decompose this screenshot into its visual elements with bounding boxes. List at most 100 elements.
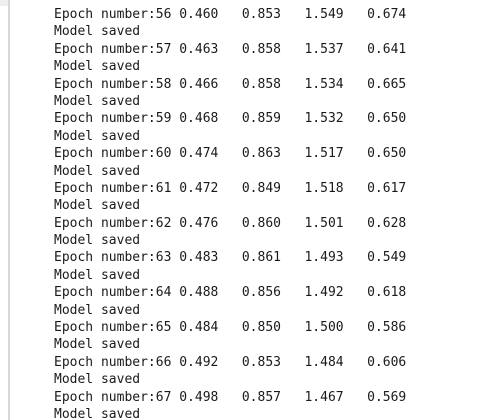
cell-gutter-rule <box>8 0 10 420</box>
metric-value-1: 0.488 <box>179 285 219 301</box>
epoch-number: 61 <box>155 180 172 196</box>
epoch-log-line: Epoch number:65 0.484 0.850 1.500 0.586 <box>54 319 406 336</box>
metric-value-3: 1.537 <box>304 41 344 57</box>
metric-value-4: 0.641 <box>367 41 407 57</box>
metric-value-4: 0.549 <box>367 250 407 266</box>
training-log-output: Epoch number:56 0.460 0.853 1.549 0.674 M… <box>54 6 406 420</box>
epoch-number: 62 <box>155 215 172 231</box>
epoch-log-line: Epoch number:57 0.463 0.858 1.537 0.641 <box>54 41 406 58</box>
metric-value-1: 0.460 <box>179 7 219 22</box>
metric-value-4: 0.650 <box>367 111 407 127</box>
epoch-prefix: Epoch number: <box>54 320 156 336</box>
metric-value-2: 0.853 <box>241 354 281 370</box>
metric-value-2: 0.858 <box>241 76 281 92</box>
epoch-number: 60 <box>155 146 172 162</box>
metric-value-2: 0.863 <box>241 146 281 162</box>
epoch-log-line: Epoch number:60 0.474 0.863 1.517 0.650 <box>54 145 406 162</box>
model-saved-line: Model saved <box>54 267 141 283</box>
metric-value-2: 0.857 <box>241 389 281 405</box>
model-saved-line: Model saved <box>54 24 141 40</box>
metric-value-4: 0.628 <box>367 215 407 231</box>
metric-value-2: 0.860 <box>241 215 281 231</box>
metric-value-3: 1.493 <box>304 250 344 266</box>
epoch-number: 64 <box>155 285 172 301</box>
metric-value-4: 0.665 <box>367 76 407 92</box>
metric-value-2: 0.856 <box>241 285 281 301</box>
epoch-number: 58 <box>155 76 172 92</box>
epoch-prefix: Epoch number: <box>54 354 156 370</box>
model-saved-line: Model saved <box>54 302 141 318</box>
model-saved-line: Model saved <box>54 198 141 214</box>
metric-value-1: 0.463 <box>179 41 219 57</box>
metric-value-1: 0.483 <box>179 250 219 266</box>
epoch-prefix: Epoch number: <box>54 41 156 57</box>
epoch-number: 56 <box>155 7 172 22</box>
epoch-log-line: Epoch number:63 0.483 0.861 1.493 0.549 <box>54 249 406 266</box>
metric-value-2: 0.858 <box>241 41 281 57</box>
epoch-number: 67 <box>155 389 172 405</box>
metric-value-3: 1.467 <box>304 389 344 405</box>
cell-gutter-notch <box>0 0 8 6</box>
epoch-prefix: Epoch number: <box>54 180 156 196</box>
metric-value-2: 0.861 <box>241 250 281 266</box>
model-saved-line: Model saved <box>54 372 141 388</box>
metric-value-2: 0.849 <box>241 180 281 196</box>
metric-value-2: 0.859 <box>241 111 281 127</box>
metric-value-3: 1.492 <box>304 285 344 301</box>
epoch-log-line: Epoch number:58 0.466 0.858 1.534 0.665 <box>54 76 406 93</box>
metric-value-3: 1.501 <box>304 215 344 231</box>
metric-value-3: 1.500 <box>304 320 344 336</box>
metric-value-4: 0.586 <box>367 320 407 336</box>
metric-value-1: 0.468 <box>179 111 219 127</box>
epoch-number: 63 <box>155 250 172 266</box>
epoch-prefix: Epoch number: <box>54 111 156 127</box>
metric-value-4: 0.650 <box>367 146 407 162</box>
metric-value-3: 1.517 <box>304 146 344 162</box>
model-saved-line: Model saved <box>54 59 141 75</box>
epoch-prefix: Epoch number: <box>54 146 156 162</box>
metric-value-4: 0.569 <box>367 389 407 405</box>
metric-value-1: 0.466 <box>179 76 219 92</box>
metric-value-4: 0.618 <box>367 285 407 301</box>
epoch-prefix: Epoch number: <box>54 389 156 405</box>
epoch-prefix: Epoch number: <box>54 250 156 266</box>
metric-value-3: 1.532 <box>304 111 344 127</box>
metric-value-1: 0.474 <box>179 146 219 162</box>
epoch-log-line: Epoch number:66 0.492 0.853 1.484 0.606 <box>54 354 406 371</box>
metric-value-3: 1.549 <box>304 7 344 22</box>
epoch-log-line: Epoch number:56 0.460 0.853 1.549 0.674 <box>54 6 406 23</box>
metric-value-2: 0.853 <box>241 7 281 22</box>
epoch-number: 59 <box>155 111 172 127</box>
metric-value-1: 0.498 <box>179 389 219 405</box>
epoch-log-line: Epoch number:67 0.498 0.857 1.467 0.569 <box>54 389 406 406</box>
metric-value-4: 0.606 <box>367 354 407 370</box>
epoch-prefix: Epoch number: <box>54 76 156 92</box>
model-saved-line: Model saved <box>54 93 141 109</box>
metric-value-1: 0.484 <box>179 320 219 336</box>
epoch-prefix: Epoch number: <box>54 215 156 231</box>
metric-value-4: 0.617 <box>367 180 407 196</box>
epoch-number: 65 <box>155 320 172 336</box>
epoch-prefix: Epoch number: <box>54 7 156 22</box>
epoch-log-line: Epoch number:62 0.476 0.860 1.501 0.628 <box>54 215 406 232</box>
metric-value-2: 0.850 <box>241 320 281 336</box>
epoch-log-line: Epoch number:61 0.472 0.849 1.518 0.617 <box>54 180 406 197</box>
epoch-number: 66 <box>155 354 172 370</box>
model-saved-line: Model saved <box>54 337 141 353</box>
metric-value-3: 1.484 <box>304 354 344 370</box>
metric-value-3: 1.518 <box>304 180 344 196</box>
metric-value-1: 0.476 <box>179 215 219 231</box>
model-saved-line: Model saved <box>54 406 141 420</box>
model-saved-line: Model saved <box>54 128 141 144</box>
epoch-prefix: Epoch number: <box>54 285 156 301</box>
epoch-log-line: Epoch number:64 0.488 0.856 1.492 0.618 <box>54 284 406 301</box>
metric-value-4: 0.674 <box>367 7 407 22</box>
epoch-log-line: Epoch number:59 0.468 0.859 1.532 0.650 <box>54 110 406 127</box>
metric-value-3: 1.534 <box>304 76 344 92</box>
epoch-number: 57 <box>155 41 172 57</box>
model-saved-line: Model saved <box>54 163 141 179</box>
model-saved-line: Model saved <box>54 233 141 249</box>
metric-value-1: 0.492 <box>179 354 219 370</box>
metric-value-1: 0.472 <box>179 180 219 196</box>
